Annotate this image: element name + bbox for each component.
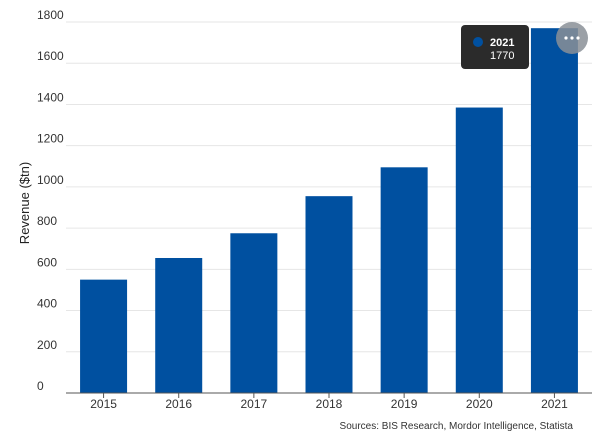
bar-2015[interactable] — [80, 279, 128, 393]
tooltip: 2021 1770 — [461, 25, 529, 69]
tooltip-category: 2021 — [490, 37, 514, 49]
y-tick-label: 400 — [37, 297, 57, 311]
y-tick-label: 1800 — [37, 8, 64, 22]
bars — [80, 28, 578, 394]
tooltip-marker — [473, 37, 483, 47]
y-tick-label: 1200 — [37, 132, 64, 146]
x-tick-label: 2019 — [391, 397, 418, 411]
x-tick-label: 2018 — [316, 397, 343, 411]
bar-2020[interactable] — [455, 107, 503, 394]
y-tick-label: 600 — [37, 255, 57, 269]
bar-2021[interactable] — [530, 28, 578, 394]
chart-menu-button[interactable] — [556, 22, 588, 54]
bar-2019[interactable] — [380, 167, 428, 393]
y-tick-label: 1600 — [37, 49, 64, 63]
x-tick-label: 2020 — [466, 397, 493, 411]
y-tick-label: 800 — [37, 214, 57, 228]
y-tick-label: 200 — [37, 338, 57, 352]
y-tick-label: 1000 — [37, 173, 64, 187]
source-note: Sources: BIS Research, Mordor Intelligen… — [340, 421, 574, 432]
bar-2016[interactable] — [155, 257, 203, 393]
y-tick-label: 0 — [37, 379, 44, 393]
bar-2017[interactable] — [230, 233, 278, 393]
x-tick-label: 2016 — [165, 397, 192, 411]
tooltip-box — [461, 25, 529, 69]
y-axis-title: Revenue ($tn) — [17, 162, 32, 244]
y-tick-label: 1400 — [37, 90, 64, 104]
ellipsis-icon — [564, 36, 580, 40]
x-tick-label: 2021 — [541, 397, 568, 411]
gridlines — [66, 21, 592, 353]
tooltip-value: 1770 — [490, 50, 514, 62]
y-axis-ticks: 0 200 400 600 800 1000 1200 1400 1600 1800 — [37, 8, 64, 393]
x-tick-label: 2017 — [241, 397, 268, 411]
bar-2018[interactable] — [305, 196, 353, 393]
x-tick-label: 2015 — [90, 397, 117, 411]
x-axis-ticks: 2015 2016 2017 2018 2019 2020 2021 — [90, 393, 568, 411]
